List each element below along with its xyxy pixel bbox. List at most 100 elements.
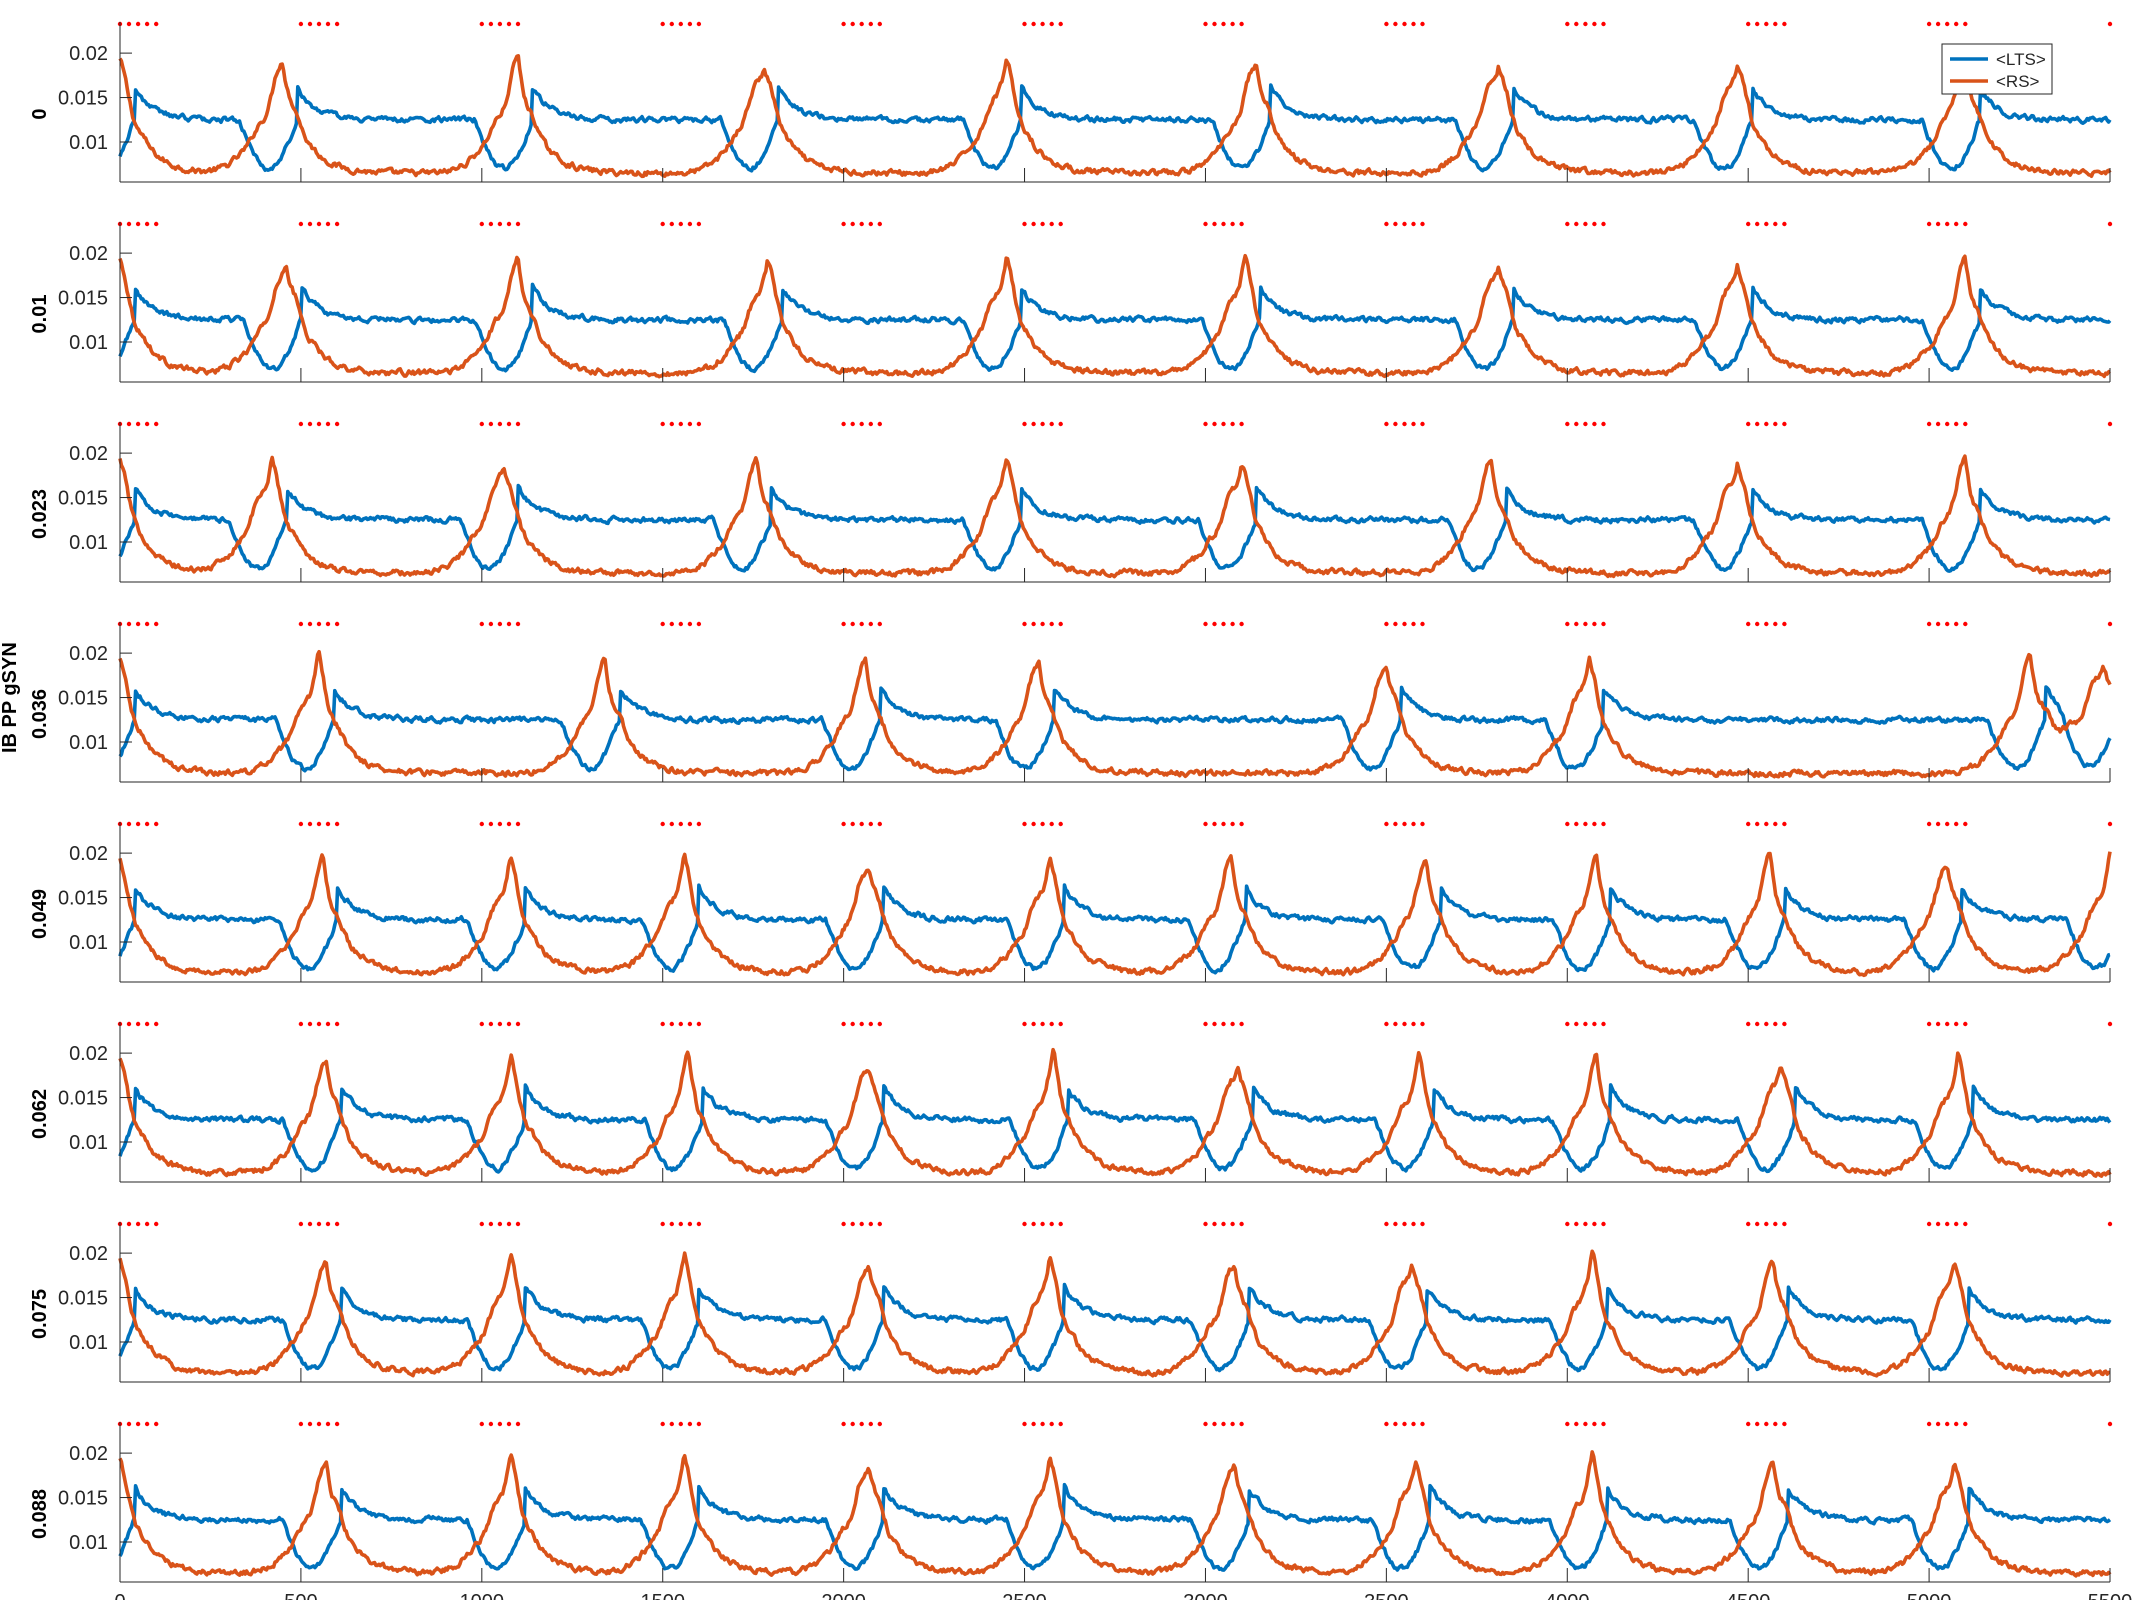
pulse-marker xyxy=(1935,221,1941,227)
pulse-marker xyxy=(1773,421,1778,427)
x-tick-label: 2000 xyxy=(821,1591,866,1600)
pulse-marker xyxy=(850,821,855,827)
pulse-marker xyxy=(687,21,693,27)
pulse-marker xyxy=(506,1021,512,1027)
pulse-marker xyxy=(154,421,159,427)
pulse-marker xyxy=(850,221,855,227)
pulse-marker xyxy=(334,821,340,827)
pulse-marker xyxy=(669,821,674,827)
pulse-marker xyxy=(135,1421,141,1427)
pulse-marker xyxy=(1592,1421,1597,1427)
pulse-marker xyxy=(515,1421,521,1427)
pulse-marker xyxy=(316,421,322,427)
pulse-marker xyxy=(1565,621,1570,627)
y-tick-label: 0.01 xyxy=(69,532,108,554)
pulse-marker xyxy=(859,21,864,27)
pulse-marker xyxy=(1384,21,1389,27)
pulse-marker xyxy=(1565,221,1570,227)
pulse-marker xyxy=(1565,1421,1570,1427)
pulse-marker xyxy=(1384,1021,1389,1027)
pulse-marker xyxy=(488,821,494,827)
pulse-marker xyxy=(841,621,846,627)
panel-6: 0.01 0.015 0.02 0.075 xyxy=(29,1221,2113,1383)
pulse-marker xyxy=(1746,821,1751,827)
pulse-marker xyxy=(488,21,494,27)
pulse-marker xyxy=(1393,221,1398,227)
pulse-marker xyxy=(669,621,674,627)
pulse-marker xyxy=(877,1021,882,1027)
pulse-marker xyxy=(1935,821,1941,827)
series-line-RS xyxy=(118,1047,2112,1178)
pulse-marker xyxy=(479,21,484,27)
pulse-marker xyxy=(841,421,846,427)
pulse-marker xyxy=(307,421,313,427)
pulse-marker xyxy=(1022,1221,1027,1227)
pulse-marker xyxy=(1746,1221,1751,1227)
pulse-marker xyxy=(1384,221,1389,227)
pulse-marker xyxy=(1963,21,1968,27)
pulse-marker xyxy=(1963,1021,1968,1027)
pulse-marker xyxy=(678,221,683,227)
pulse-marker xyxy=(1402,1221,1407,1227)
pulse-marker xyxy=(1782,421,1787,427)
pulse-marker xyxy=(1049,1021,1054,1027)
pulse-marker xyxy=(859,821,864,827)
pulse-marker xyxy=(1221,621,1226,627)
pulse-marker xyxy=(488,1021,494,1027)
pulse-marker xyxy=(488,621,494,627)
pulse-marker xyxy=(2107,221,2113,227)
pulse-marker xyxy=(154,621,159,627)
x-tick-label: 3000 xyxy=(1183,1591,1228,1600)
pulse-marker xyxy=(1926,221,1932,227)
pulse-marker xyxy=(1058,1221,1063,1227)
pulse-marker xyxy=(126,1221,132,1227)
pulse-marker xyxy=(1592,1221,1597,1227)
pulse-marker xyxy=(678,421,683,427)
pulse-marker xyxy=(859,1421,864,1427)
x-tick-label: 2500 xyxy=(1002,1591,1047,1600)
pulse-marker xyxy=(669,421,674,427)
series-line-RS xyxy=(118,1450,2112,1578)
pulse-marker xyxy=(1203,821,1208,827)
pulse-marker xyxy=(1230,821,1235,827)
pulse-marker xyxy=(325,1221,331,1227)
pulse-marker xyxy=(859,221,864,227)
pulse-marker xyxy=(1764,621,1769,627)
pulse-marker xyxy=(479,821,484,827)
pulse-marker xyxy=(1574,1421,1579,1427)
y-tick-label: 0.01 xyxy=(69,1132,108,1154)
pulse-marker xyxy=(1393,821,1398,827)
pulse-marker xyxy=(126,821,132,827)
pulse-marker xyxy=(868,221,873,227)
pulse-marker xyxy=(1420,421,1425,427)
pulse-marker xyxy=(1935,1021,1941,1027)
pulse-marker xyxy=(1239,1021,1244,1027)
pulse-marker xyxy=(1601,421,1606,427)
pulse-marker xyxy=(850,1221,855,1227)
pulse-marker xyxy=(1592,421,1597,427)
pulse-marker xyxy=(1393,21,1398,27)
pulse-marker xyxy=(877,621,882,627)
pulse-marker xyxy=(1031,821,1036,827)
pulse-marker xyxy=(1393,1421,1398,1427)
pulse-marker xyxy=(126,421,132,427)
pulse-marker xyxy=(660,1221,665,1227)
pulse-marker xyxy=(868,1421,873,1427)
pulse-marker xyxy=(1963,821,1968,827)
pulse-marker xyxy=(841,1421,846,1427)
pulse-marker xyxy=(1058,1021,1063,1027)
pulse-marker xyxy=(1230,1021,1235,1027)
pulse-marker xyxy=(1926,1221,1932,1227)
pulse-marker xyxy=(696,1421,702,1427)
pulse-marker xyxy=(1601,621,1606,627)
pulse-marker xyxy=(1230,21,1235,27)
pulse-marker xyxy=(1592,1021,1597,1027)
pulse-marker xyxy=(1755,221,1760,227)
panel-label: 0 xyxy=(29,108,51,119)
legend: <LTS> <RS> xyxy=(1941,43,2053,95)
pulse-marker xyxy=(1764,21,1769,27)
y-tick-label: 0.01 xyxy=(69,1332,108,1354)
y-tick-label: 0.015 xyxy=(58,888,108,910)
panel-4: 0.01 0.015 0.02 0.049 xyxy=(29,821,2113,983)
pulse-marker xyxy=(488,1221,494,1227)
